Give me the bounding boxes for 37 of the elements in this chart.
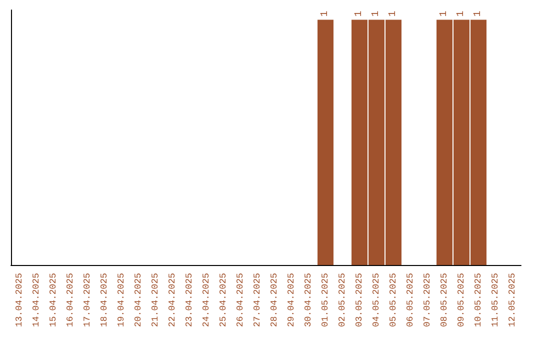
x-tick-label: 19.04.2025	[116, 272, 126, 328]
x-tick-label: 27.04.2025	[252, 272, 262, 328]
x-tick-label: 14.04.2025	[32, 272, 42, 328]
data-label: 1	[354, 10, 365, 17]
x-tick-label: 26.04.2025	[236, 272, 246, 328]
x-tick-label: 20.04.2025	[134, 272, 144, 328]
x-tick-label: 22.04.2025	[168, 272, 178, 328]
data-label: 1	[456, 10, 467, 17]
data-label: 1	[371, 10, 382, 17]
x-tick-label: 30.04.2025	[304, 272, 314, 328]
x-tick-label: 21.04.2025	[150, 272, 160, 328]
data-label: 1	[388, 10, 399, 17]
x-tick-label: 08.05.2025	[440, 272, 450, 328]
x-tick-label: 05.05.2025	[388, 272, 398, 328]
x-tick-label: 02.05.2025	[338, 272, 348, 328]
x-tick-label: 06.05.2025	[406, 272, 416, 328]
x-tick-label: 13.04.2025	[14, 272, 24, 328]
x-tick-label: 23.04.2025	[184, 272, 194, 328]
data-label: 1	[320, 10, 331, 17]
x-tick-label: 18.04.2025	[100, 272, 110, 328]
x-tick-label: 12.05.2025	[508, 272, 518, 328]
data-label: 1	[473, 10, 484, 17]
x-tick-label: 17.04.2025	[82, 272, 92, 328]
data-label: 1	[439, 10, 450, 17]
x-tick-label: 16.04.2025	[66, 272, 76, 328]
x-tick-label: 24.04.2025	[202, 272, 212, 328]
x-tick-label: 04.05.2025	[372, 272, 382, 328]
x-tick-label: 11.05.2025	[490, 272, 500, 328]
x-tick-label: 28.04.2025	[270, 272, 280, 328]
x-tick-label: 01.05.2025	[320, 272, 330, 328]
x-tick-label: 09.05.2025	[456, 272, 466, 328]
x-tick-label: 10.05.2025	[474, 272, 484, 328]
x-tick-label: 07.05.2025	[422, 272, 432, 328]
x-tick-label: 25.04.2025	[218, 272, 228, 328]
x-tick-label: 03.05.2025	[354, 272, 364, 328]
x-tick-label: 29.04.2025	[286, 272, 296, 328]
x-tick-label: 15.04.2025	[48, 272, 58, 328]
